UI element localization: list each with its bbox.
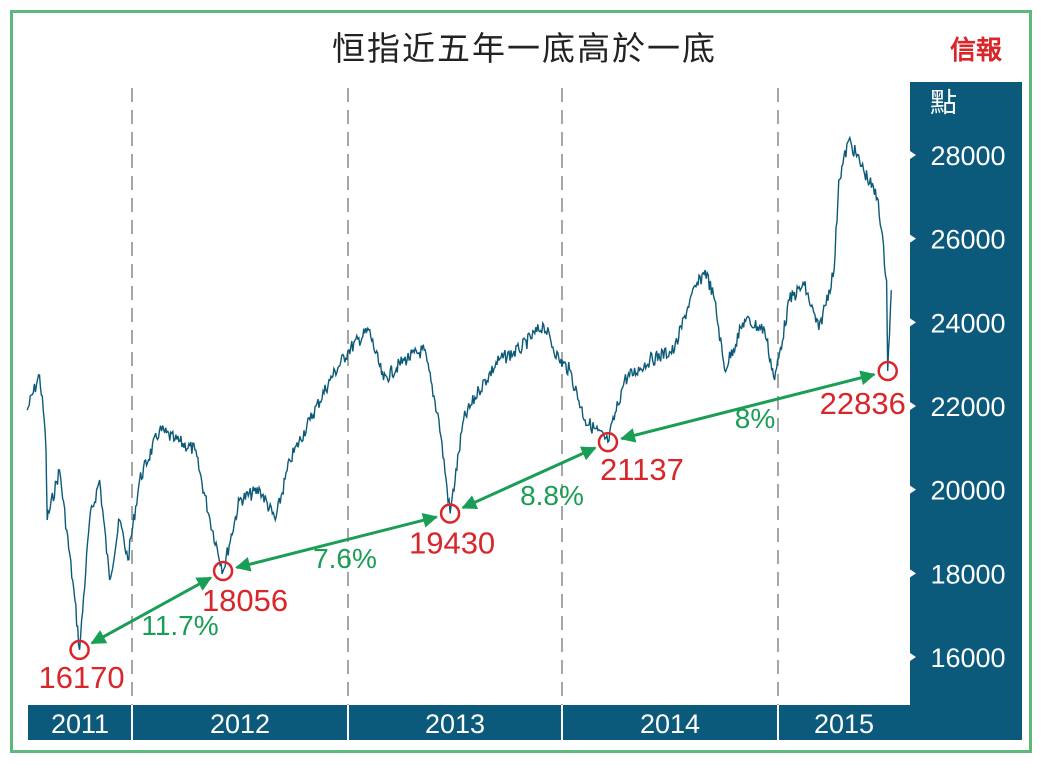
y-axis-label: 點 [930, 88, 957, 118]
y-tick-label: 26000 [930, 225, 1005, 255]
low-value-label: 16170 [38, 660, 124, 695]
low-marker [877, 360, 898, 382]
low-value-label: 19430 [409, 526, 495, 561]
growth-arrow [90, 576, 213, 645]
low-marker [597, 431, 619, 453]
chart-frame [10, 10, 1032, 753]
y-tick-mark [910, 485, 916, 494]
y-tick-mark [910, 234, 916, 243]
growth-arrow [235, 512, 438, 572]
growth-label: 8.8% [520, 480, 584, 511]
y-tick-mark [910, 151, 916, 160]
y-tick-label: 20000 [930, 476, 1005, 506]
y-tick-label: 24000 [930, 308, 1005, 338]
low-marker [439, 503, 461, 524]
low-value-label: 22836 [820, 386, 906, 421]
y-tick-mark [910, 318, 916, 327]
year-label: 2013 [425, 709, 485, 739]
year-label: 2012 [210, 709, 270, 739]
y-tick-label: 28000 [930, 141, 1005, 171]
growth-label: 7.6% [313, 543, 377, 574]
year-band [28, 705, 910, 740]
chart-title: 恒指近五年一底高於一底 [332, 29, 717, 68]
y-tick-label: 18000 [930, 559, 1005, 589]
growth-arrow [620, 370, 876, 443]
y-tick-label: 22000 [930, 392, 1005, 422]
low-marker [212, 560, 234, 582]
y-axis-panel [910, 82, 1022, 740]
year-label: 2015 [814, 709, 874, 739]
logo: 信報 [950, 36, 1003, 66]
low-value-label: 21137 [600, 452, 684, 487]
price-line [26, 135, 892, 651]
low-value-label: 18056 [202, 583, 288, 618]
year-label: 2011 [51, 709, 109, 739]
y-tick-mark [910, 402, 916, 411]
y-tick-mark [910, 653, 916, 661]
low-marker [69, 639, 90, 661]
year-label: 2014 [640, 709, 700, 739]
growth-label: 8% [735, 403, 775, 434]
y-tick-mark [910, 569, 916, 578]
growth-arrow [461, 446, 597, 510]
growth-label: 11.7% [141, 610, 218, 641]
y-tick-label: 16000 [930, 643, 1005, 673]
